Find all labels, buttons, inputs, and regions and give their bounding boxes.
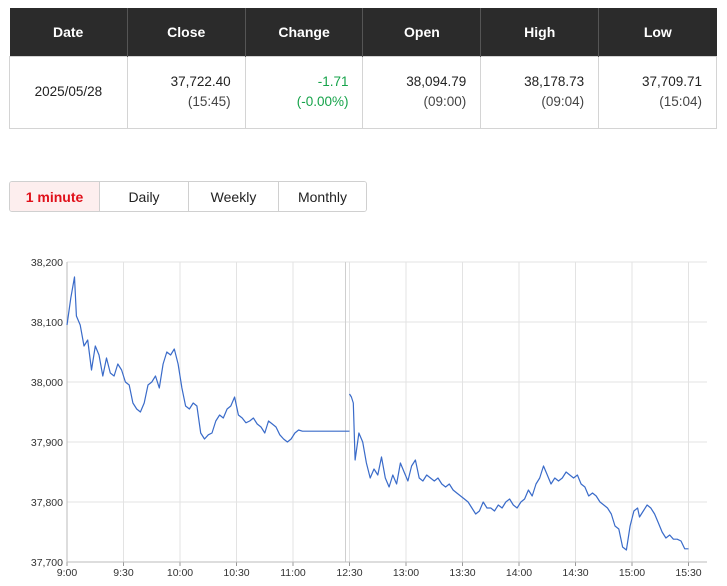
x-tick-label: 13:00 xyxy=(393,567,419,579)
quote-table: Date Close Change Open High Low 2025/05/… xyxy=(9,8,717,129)
y-tick-label: 37,700 xyxy=(31,557,63,569)
low-time: (15:04) xyxy=(659,94,702,109)
open-value: 38,094.79 xyxy=(406,74,467,89)
x-tick-label: 10:00 xyxy=(167,567,193,579)
y-tick-label: 38,100 xyxy=(31,317,63,329)
change-cell: -1.71 (-0.00%) xyxy=(244,55,364,129)
header-high: High xyxy=(480,8,600,56)
tab-1-minute[interactable]: 1 minute xyxy=(10,182,100,211)
change-percent: (-0.00%) xyxy=(296,94,349,109)
header-change: Change xyxy=(245,8,364,56)
x-tick-label: 14:00 xyxy=(506,567,532,579)
quote-header-row: Date Close Change Open High Low xyxy=(9,8,717,56)
tab-monthly[interactable]: Monthly xyxy=(279,182,366,211)
y-tick-label: 37,800 xyxy=(31,497,63,509)
low-cell: 37,709.71 (15:04) xyxy=(598,55,717,129)
x-tick-label: 15:30 xyxy=(675,567,701,579)
tab-weekly[interactable]: Weekly xyxy=(189,182,279,211)
quote-value-row: 2025/05/28 37,722.40 (15:45) -1.71 (-0.0… xyxy=(9,55,717,129)
tab-daily[interactable]: Daily xyxy=(100,182,189,211)
y-tick-label: 38,000 xyxy=(31,377,63,389)
x-tick-label: 14:30 xyxy=(562,567,588,579)
high-time: (09:04) xyxy=(541,94,585,109)
x-tick-label: 12:30 xyxy=(336,567,362,579)
date-value: 2025/05/28 xyxy=(9,55,128,129)
x-tick-label: 13:30 xyxy=(449,567,475,579)
header-close: Close xyxy=(127,8,246,56)
close-value: 37,722.40 xyxy=(170,74,231,89)
x-tick-label: 9:00 xyxy=(57,567,78,579)
header-low: Low xyxy=(598,8,717,56)
price-line-morning xyxy=(66,276,350,443)
x-tick-label: 9:30 xyxy=(113,567,134,579)
high-value: 38,178.73 xyxy=(524,74,585,89)
x-tick-label: 15:00 xyxy=(619,567,645,579)
x-tick-label: 10:30 xyxy=(223,567,249,579)
intraday-line-chart: 38,200 38,100 38,000 37,900 37,800 37,7009:00… xyxy=(31,257,707,579)
close-time: (15:45) xyxy=(187,94,231,109)
period-tabs: 1 minute Daily Weekly Monthly xyxy=(9,181,367,212)
open-cell: 38,094.79 (09:00) xyxy=(362,55,482,129)
y-tick-label: 37,900 xyxy=(31,437,63,449)
low-value: 37,709.71 xyxy=(641,74,702,89)
high-cell: 38,178.73 (09:04) xyxy=(480,55,600,129)
open-time: (09:00) xyxy=(423,94,467,109)
close-cell: 37,722.40 (15:45) xyxy=(126,55,246,129)
price-line-afternoon xyxy=(348,393,689,551)
change-value: -1.71 xyxy=(317,74,349,89)
header-open: Open xyxy=(362,8,482,56)
x-tick-label: 11:00 xyxy=(280,567,306,579)
y-tick-label: 38,200 xyxy=(31,257,63,269)
header-date: Date xyxy=(9,8,128,56)
